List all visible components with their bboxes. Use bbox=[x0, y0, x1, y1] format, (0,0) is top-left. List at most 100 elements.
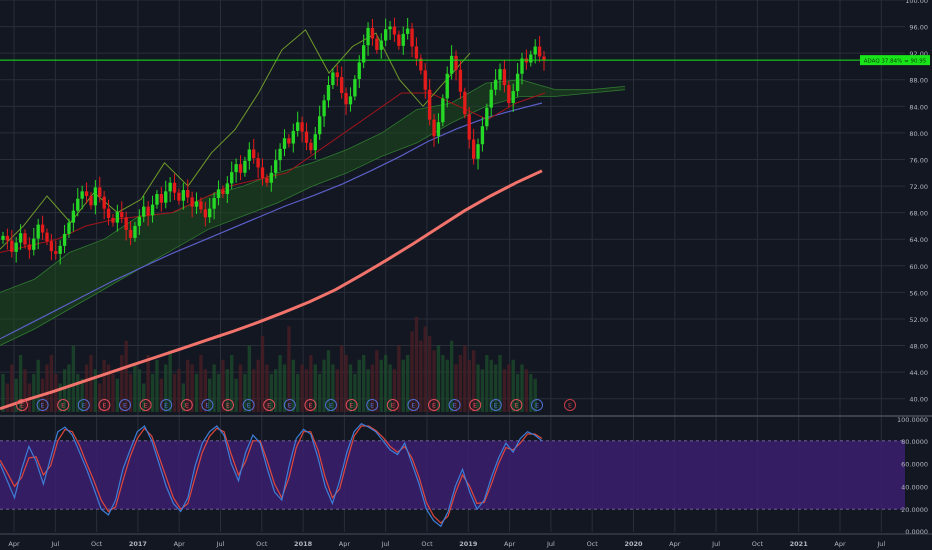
candle-body bbox=[177, 192, 181, 201]
candle-body bbox=[10, 240, 14, 252]
volume-bar bbox=[533, 378, 537, 412]
volume-bar bbox=[243, 374, 247, 412]
volume-bar bbox=[230, 355, 234, 412]
earnings-marker bbox=[16, 399, 28, 411]
earnings-marker-letter: E bbox=[20, 402, 24, 410]
volume-bar bbox=[172, 374, 177, 412]
candle-body bbox=[62, 233, 67, 246]
time-tick-label: Jul bbox=[216, 540, 225, 548]
time-tick-label: Jul bbox=[876, 540, 885, 548]
volume-bar bbox=[49, 355, 54, 412]
volume-bar bbox=[331, 364, 335, 412]
candle-body bbox=[225, 183, 229, 195]
candle-body bbox=[269, 172, 273, 183]
candle-body bbox=[467, 114, 471, 140]
earnings-marker bbox=[160, 399, 173, 411]
time-tick-label: Jul bbox=[381, 540, 390, 548]
earnings-marker-letter: E bbox=[411, 402, 415, 410]
cloud-lower-line bbox=[0, 89, 626, 346]
volume-bar bbox=[199, 355, 203, 412]
earnings-marker-letter: E bbox=[568, 402, 572, 410]
volume-bar bbox=[133, 364, 137, 412]
volume-bar bbox=[361, 355, 366, 412]
volume-bar bbox=[379, 359, 383, 412]
price-badge-label: ADAQ 37.84% = 90.95 bbox=[864, 59, 927, 65]
candle-body bbox=[533, 46, 537, 55]
candle-body bbox=[507, 85, 511, 103]
earnings-marker-letter: E bbox=[453, 402, 457, 410]
volume-bar bbox=[265, 364, 269, 412]
time-tick-label: Oct bbox=[421, 540, 433, 548]
candle-body bbox=[493, 79, 498, 90]
time-tick-label: Apr bbox=[504, 540, 516, 548]
candle-body bbox=[326, 85, 331, 101]
earnings-marker-letter: E bbox=[494, 402, 498, 410]
candle-body bbox=[397, 34, 401, 46]
candle-body bbox=[40, 224, 45, 233]
earnings-marker-future bbox=[564, 399, 576, 411]
candle-body bbox=[344, 93, 348, 105]
candle-body bbox=[414, 46, 419, 59]
moving-average-mid-line bbox=[0, 102, 543, 340]
candle-body bbox=[93, 187, 98, 206]
time-tick-label: Apr bbox=[669, 540, 681, 548]
candle-body bbox=[137, 216, 142, 226]
volume-bar bbox=[14, 378, 18, 412]
candle-body bbox=[291, 130, 295, 144]
price-tick-label: 80.00 bbox=[909, 130, 928, 138]
stochastic-tick-label: 20.0000 bbox=[901, 506, 928, 514]
candle-body bbox=[208, 208, 212, 218]
candle-body bbox=[212, 198, 216, 209]
volume-bar bbox=[427, 336, 432, 412]
candle-body bbox=[357, 62, 361, 80]
volume-bar bbox=[10, 364, 14, 412]
volume-bar bbox=[168, 350, 172, 412]
earnings-marker bbox=[448, 399, 461, 411]
price-tick-label: 100.00 bbox=[905, 0, 928, 5]
volume-bar bbox=[93, 369, 98, 412]
current-price-badge[interactable]: ADAQ 37.84% = 90.95 bbox=[0, 55, 930, 66]
time-tick-label: Oct bbox=[752, 540, 764, 548]
volume-bar bbox=[111, 374, 115, 412]
stochastic-pane bbox=[0, 422, 905, 528]
candle-body bbox=[155, 194, 159, 205]
candle-body bbox=[27, 244, 32, 250]
candle-body bbox=[445, 73, 449, 99]
candle-body bbox=[5, 235, 10, 241]
candle-body bbox=[106, 208, 111, 218]
candle-body bbox=[282, 138, 287, 149]
candle-body bbox=[388, 26, 392, 30]
stochastic-tick-label: 100.0000 bbox=[897, 416, 928, 424]
earnings-marker-letter: E bbox=[370, 402, 374, 410]
volume-bar bbox=[357, 359, 361, 412]
volume-bar bbox=[296, 374, 300, 412]
candle-body bbox=[427, 89, 432, 120]
candle-body bbox=[89, 196, 93, 206]
volume-bar bbox=[194, 374, 199, 412]
candle-body bbox=[243, 160, 247, 173]
volume-bar bbox=[45, 364, 49, 412]
earnings-marker-letter: E bbox=[61, 402, 65, 410]
candle-body bbox=[32, 238, 36, 250]
candle-body bbox=[520, 58, 524, 74]
volume-bar bbox=[186, 359, 190, 412]
volume-bar bbox=[309, 355, 313, 412]
candle-body bbox=[370, 27, 375, 39]
earnings-marker-letter: E bbox=[102, 402, 106, 410]
candle-body bbox=[515, 73, 520, 92]
earnings-marker-letter: E bbox=[288, 402, 292, 410]
candle-body bbox=[375, 38, 379, 50]
candle-body bbox=[265, 178, 269, 183]
price-tick-label: 92.00 bbox=[909, 50, 928, 58]
volume-bar bbox=[62, 369, 67, 412]
volume-bar bbox=[493, 364, 498, 412]
stochastic-band bbox=[0, 440, 905, 510]
stochastic-tick-label: 0.0000 bbox=[905, 528, 928, 536]
volume-bar bbox=[106, 364, 111, 412]
candle-body bbox=[410, 28, 414, 47]
candlesticks bbox=[1, 17, 546, 265]
candle-body bbox=[322, 100, 326, 117]
volume-bar bbox=[278, 355, 282, 412]
volume-bar bbox=[18, 355, 23, 412]
